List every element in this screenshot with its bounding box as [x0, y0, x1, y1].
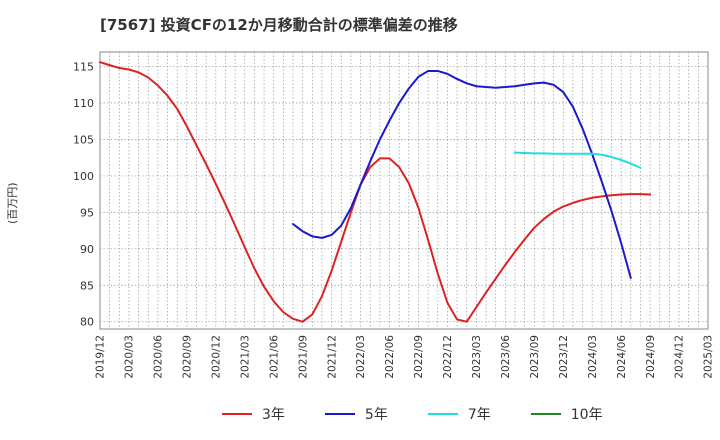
legend-label: 3年 — [262, 407, 285, 423]
legend-swatch — [222, 413, 252, 415]
y-tick-label: 80 — [80, 316, 94, 329]
x-tick-label: 2019/12 — [95, 335, 107, 379]
x-tick-label: 2021/12 — [326, 335, 338, 379]
series-line-1 — [99, 61, 652, 323]
x-tick-label: 2020/09 — [182, 335, 194, 379]
y-tick-label: 100 — [73, 170, 94, 183]
x-tick-label: 2023/03 — [471, 335, 483, 379]
legend-label: 7年 — [467, 407, 491, 423]
line-chart: 80 85 90 95 100 105 110 115 2019/12 2020/03 2020/… — [73, 51, 715, 379]
grid-lines — [100, 52, 708, 329]
series-line-2 — [292, 69, 632, 279]
x-tick-label: 2022/03 — [355, 335, 367, 379]
plot-area — [99, 51, 709, 330]
x-tick-label: 2023/09 — [529, 335, 541, 379]
legend-swatch — [530, 413, 561, 415]
x-tick-label: 2022/12 — [442, 335, 454, 379]
y-axis-ticks: 80 85 90 95 100 105 110 115 — [73, 61, 94, 329]
legend: 3年 5年 7年 10年 — [222, 404, 643, 424]
series-line-3 — [513, 151, 642, 169]
x-tick-label: 2021/06 — [268, 335, 280, 379]
x-tick-label: 2024/12 — [674, 335, 686, 379]
legend-item-1: 3年 — [222, 404, 285, 424]
x-axis-ticks: 2019/12 2020/03 2020/06 2020/09 2020/12 2021/… — [95, 335, 715, 379]
y-tick-label: 95 — [80, 206, 94, 219]
x-tick-label: 2022/06 — [384, 335, 396, 379]
legend-swatch — [427, 413, 458, 415]
legend-label: 10年 — [570, 407, 603, 423]
chart-title: [7567] 投資CFの12か月移動合計の標準偏差の推移 — [100, 16, 458, 34]
legend-swatch — [324, 413, 355, 415]
y-tick-label: 105 — [73, 133, 94, 146]
x-tick-label: 2020/12 — [210, 335, 222, 379]
legend-item-4: 10年 — [530, 404, 603, 424]
legend-item-2: 5年 — [324, 404, 388, 424]
y-tick-label: 90 — [80, 243, 94, 256]
y-tick-label: 110 — [73, 97, 94, 110]
x-tick-label: 2022/09 — [413, 335, 425, 379]
x-tick-label: 2024/06 — [616, 335, 628, 379]
x-tick-label: 2024/09 — [645, 335, 657, 379]
x-tick-label: 2020/03 — [124, 335, 136, 379]
y-tick-label: 85 — [80, 279, 94, 292]
x-tick-label: 2024/03 — [587, 335, 599, 379]
x-tick-label: 2021/03 — [239, 335, 251, 379]
y-tick-label: 115 — [73, 61, 94, 74]
legend-label: 5年 — [364, 407, 388, 423]
x-tick-label: 2020/06 — [153, 335, 165, 379]
legend-item-3: 7年 — [427, 404, 491, 424]
x-tick-label: 2023/12 — [558, 335, 570, 379]
x-tick-label: 2025/03 — [703, 335, 715, 379]
x-tick-label: 2023/06 — [500, 335, 512, 379]
series-lines — [99, 61, 652, 323]
x-tick-label: 2021/09 — [297, 335, 309, 379]
